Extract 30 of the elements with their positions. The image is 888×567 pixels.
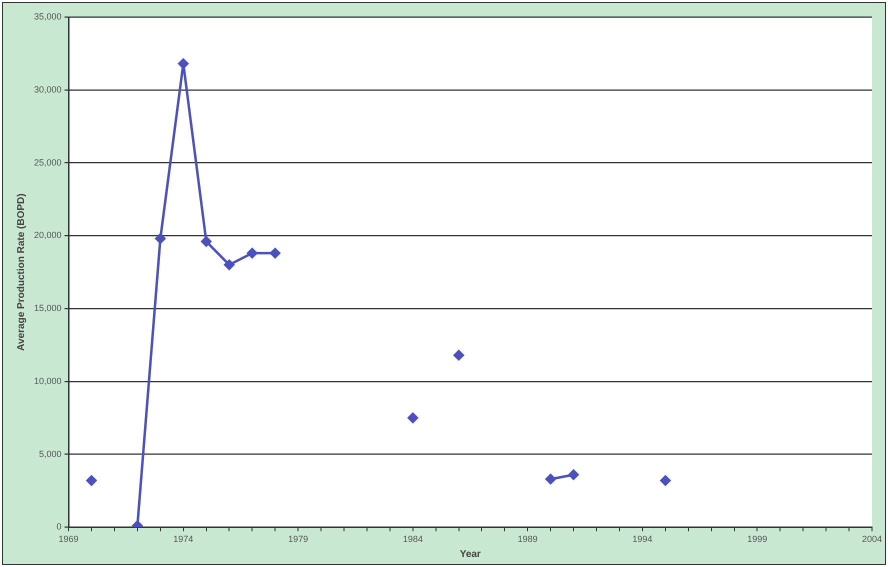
- x-tick-label: 1979: [288, 534, 308, 544]
- x-tick-label: 1969: [58, 534, 79, 544]
- point: [154, 233, 166, 244]
- y-tick-label: 0: [56, 522, 62, 532]
- y-tick-label: 20,000: [34, 230, 62, 240]
- point: [86, 475, 97, 486]
- y-tick-label: 10,000: [34, 376, 62, 386]
- point: [200, 236, 212, 247]
- y-tick-label: 15,000: [34, 303, 62, 314]
- x-tick-label: 1989: [518, 534, 538, 544]
- y-tick-label: 25,000: [34, 157, 62, 168]
- x-axis-title: Year: [460, 548, 481, 560]
- point: [407, 412, 418, 424]
- x-tick-label: 1999: [747, 534, 768, 544]
- point: [453, 350, 464, 361]
- x-tick-label: 1994: [632, 534, 652, 544]
- point: [224, 259, 235, 270]
- point: [545, 474, 556, 485]
- y-tick-label: 35,000: [34, 11, 62, 22]
- x-tick-label: 1984: [402, 534, 423, 544]
- y-axis-title: Average Production Rate (BOPD): [16, 193, 27, 351]
- point: [246, 248, 258, 259]
- x-tick-label: 1974: [173, 534, 194, 544]
- y-tick-label: 5,000: [38, 448, 62, 459]
- point: [270, 248, 281, 259]
- x-tick-label: 2004: [862, 534, 882, 544]
- y-tick-label: 30,000: [34, 84, 62, 94]
- point: [568, 469, 580, 480]
- point: [178, 58, 189, 70]
- point: [660, 475, 671, 486]
